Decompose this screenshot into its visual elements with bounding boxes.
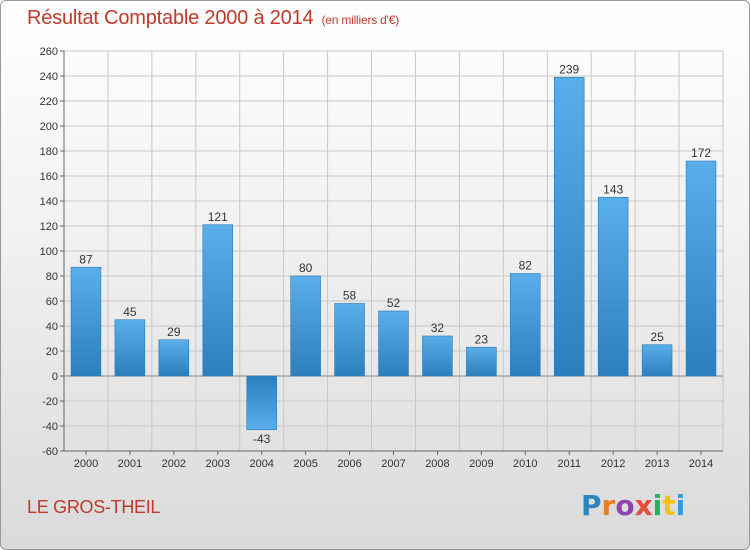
y-tick-label: 240 (40, 71, 58, 83)
x-tick-label: 2009 (469, 458, 493, 470)
value-label: 172 (691, 146, 711, 160)
commune-name: LE GROS-THEIL (27, 497, 161, 517)
x-tick-label: 2002 (162, 458, 186, 470)
y-tick-label: -40 (42, 421, 58, 433)
y-tick-label: 200 (40, 121, 58, 133)
bar (641, 344, 673, 377)
y-tick-label: 180 (40, 146, 58, 158)
value-label: 143 (603, 182, 623, 196)
y-tick-label: -20 (42, 396, 58, 408)
y-tick-label: 60 (46, 296, 58, 308)
value-label: 239 (559, 62, 579, 76)
y-tick-label: -60 (42, 446, 58, 458)
bar (158, 339, 190, 377)
y-tick-label: 160 (40, 171, 58, 183)
logo-letter: r (601, 489, 616, 522)
y-tick-label: 0 (52, 371, 58, 383)
logo-letter: i (675, 489, 686, 522)
y-tick-label: 140 (40, 196, 58, 208)
proxiti-logo[interactable]: Proxiti (581, 489, 685, 522)
logo-letter: o (615, 489, 635, 522)
x-tick-label: 2006 (337, 458, 361, 470)
value-label: 82 (519, 259, 533, 273)
y-tick-label: 20 (46, 346, 58, 358)
y-tick-label: 80 (46, 271, 58, 283)
x-tick-label: 2004 (249, 458, 273, 470)
logo-letter: P (581, 489, 602, 522)
x-tick-label: 2013 (645, 458, 669, 470)
bar (378, 310, 409, 377)
chart-subtitle: (en milliers d'€) (321, 13, 400, 27)
value-label: 58 (343, 289, 357, 303)
y-tick-label: 220 (40, 96, 58, 108)
x-tick-label: 2003 (206, 458, 230, 470)
bar (510, 273, 541, 377)
value-label: 29 (167, 325, 181, 339)
bar (422, 335, 453, 377)
value-label: 23 (475, 332, 489, 346)
bar (553, 76, 585, 377)
bar (246, 375, 277, 431)
y-tick-label: 100 (40, 246, 58, 258)
y-tick-label: 40 (46, 321, 58, 333)
x-tick-label: 2012 (601, 458, 625, 470)
x-tick-label: 2000 (74, 458, 98, 470)
value-label: 45 (123, 305, 137, 319)
labels: -60 -40 -20 0 20 40 60 80 100 120 140 160 180 200 220 2… (40, 46, 714, 470)
y-tick-label: 120 (40, 221, 58, 233)
x-tick-label: 2008 (425, 458, 449, 470)
value-label: 87 (79, 252, 93, 266)
chart-title-text: Résultat Comptable 2000 à 2014 (27, 7, 314, 29)
logo-letter: x (634, 489, 653, 522)
x-tick-label: 2011 (557, 458, 581, 470)
chart-title: Résultat Comptable 2000 à 2014 (en millie… (27, 7, 399, 30)
bars (70, 76, 717, 431)
logo-letter: t (662, 489, 676, 522)
bar (114, 319, 146, 377)
value-label: -43 (253, 432, 271, 446)
bar (70, 266, 102, 377)
bar (466, 346, 497, 377)
value-label: 121 (208, 210, 228, 224)
x-tick-label: 2007 (381, 458, 405, 470)
value-label: 52 (387, 296, 401, 310)
x-tick-label: 2014 (689, 458, 713, 470)
value-label: 25 (650, 330, 664, 344)
logo-letter: i (652, 489, 663, 522)
bar (685, 160, 717, 377)
x-tick-label: 2005 (293, 458, 317, 470)
x-tick-label: 2010 (513, 458, 537, 470)
bar (290, 275, 321, 377)
bar (202, 224, 234, 377)
bar (334, 303, 365, 377)
y-tick-label: 260 (40, 46, 58, 58)
value-label: 32 (431, 321, 445, 335)
value-label: 80 (299, 261, 313, 275)
bar (597, 196, 629, 377)
x-tick-label: 2001 (118, 458, 142, 470)
